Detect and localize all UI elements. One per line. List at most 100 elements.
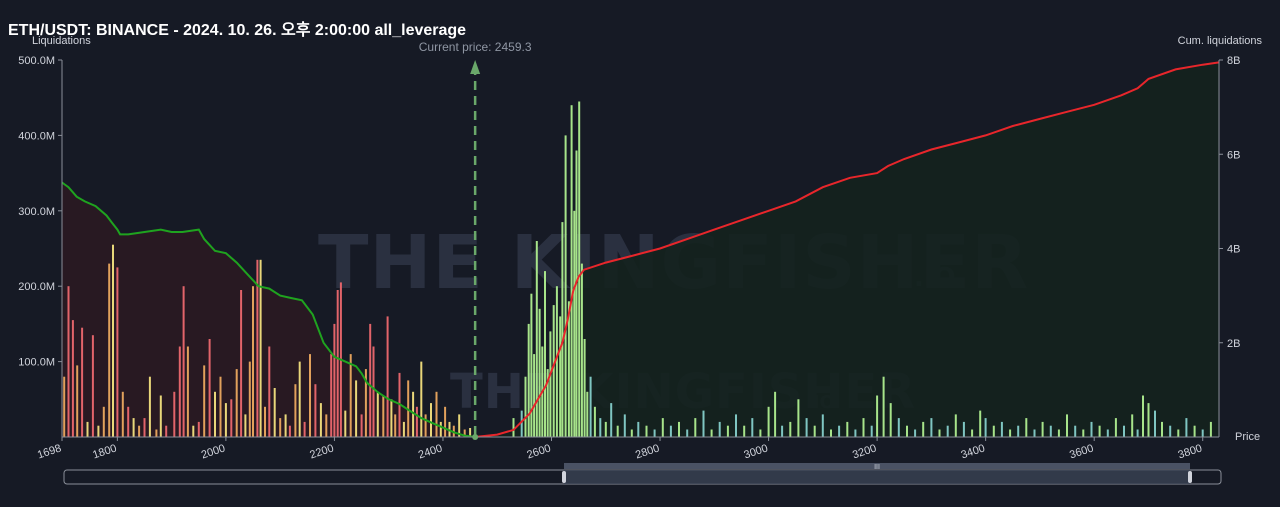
liquidation-bar xyxy=(372,346,375,437)
liquidation-bar xyxy=(992,425,995,437)
short-cum-line xyxy=(61,181,476,438)
liquidation-bar xyxy=(922,421,925,437)
liquidation-bar xyxy=(230,399,233,437)
liquidation-bar xyxy=(108,263,111,437)
liquidation-bar xyxy=(1017,425,1020,437)
liquidation-bar xyxy=(984,418,987,437)
liquidation-bar xyxy=(549,331,552,437)
liquidation-bar xyxy=(1057,429,1060,437)
y-tick-label: 400.0M xyxy=(18,130,55,142)
liquidation-bar xyxy=(155,429,158,437)
zoom-scroller[interactable]: III xyxy=(63,463,1222,485)
scroller-grip[interactable]: III xyxy=(874,464,880,471)
liquidation-bar xyxy=(1147,403,1150,437)
liquidation-bar xyxy=(288,425,291,437)
liquidation-bar xyxy=(1161,421,1163,437)
liquidation-bar xyxy=(1131,414,1134,437)
liquidation-bar xyxy=(580,263,583,437)
liquidation-bar xyxy=(583,339,586,437)
liquidation-bar xyxy=(394,414,397,437)
liquidation-bar xyxy=(430,403,432,437)
liquidation-bar xyxy=(382,395,385,437)
liquidation-bar xyxy=(645,425,648,437)
liquidation-bar xyxy=(962,421,965,437)
liquidation-bar xyxy=(1142,395,1144,437)
liquidation-bar xyxy=(846,421,849,437)
liquidation-bar xyxy=(63,376,66,437)
liquidation-bar xyxy=(203,365,206,437)
liquidation-bar xyxy=(876,395,879,437)
liquidation-bar xyxy=(653,429,656,437)
liquidation-bar xyxy=(165,425,168,437)
liquidation-bar xyxy=(91,335,94,437)
liquidation-bar xyxy=(781,425,784,437)
liquidation-bar xyxy=(76,365,79,437)
liquidation-bar xyxy=(862,418,865,437)
liquidation-bar xyxy=(616,425,619,437)
liquidation-bar xyxy=(726,425,729,437)
liquidation-bar xyxy=(86,421,89,437)
liquidation-bar xyxy=(112,244,114,437)
liquidation-bar xyxy=(751,418,754,437)
current-price-label: Current price: 2459.3 xyxy=(419,40,532,54)
liquidation-bar xyxy=(469,428,472,437)
liquidation-bar xyxy=(415,406,418,437)
liquidation-bar xyxy=(208,339,211,437)
liquidation-bar xyxy=(298,361,301,437)
liquidation-bar xyxy=(1082,429,1085,437)
liquidation-bar xyxy=(197,421,200,437)
liquidation-bar xyxy=(889,403,892,437)
liquidation-bar xyxy=(336,290,339,437)
liquidation-bar xyxy=(279,418,282,437)
liquidation-bar xyxy=(897,418,900,437)
liquidation-bar xyxy=(552,305,555,437)
liquidation-bar xyxy=(1209,421,1212,437)
liquidation-bar xyxy=(360,414,363,437)
liquidation-bar xyxy=(743,425,746,437)
liquidation-bar xyxy=(524,376,527,437)
liquidation-bar xyxy=(882,376,885,437)
scroller-left-handle[interactable] xyxy=(562,471,566,483)
liquidation-bar xyxy=(930,418,933,437)
liquidation-bar xyxy=(435,391,438,437)
x-tick-label: 2400 xyxy=(417,442,444,461)
liquidation-bar xyxy=(248,361,251,437)
liquidation-bar xyxy=(349,354,352,437)
liquidation-bar xyxy=(870,425,873,437)
x-tick-label: 3400 xyxy=(960,442,987,461)
liquidation-bar xyxy=(570,105,573,437)
liquidation-bar xyxy=(1154,410,1156,437)
liquidation-bar xyxy=(797,399,800,437)
liquidation-bar xyxy=(546,369,549,437)
liquidation-bar xyxy=(1009,429,1012,437)
y2-tick-label: 2B xyxy=(1227,338,1240,350)
liquidation-bar xyxy=(355,380,358,437)
scroller-handle-bar xyxy=(564,463,1190,469)
liquidation-bar xyxy=(520,410,523,437)
liquidation-bar xyxy=(979,410,982,437)
liquidation-bar xyxy=(535,241,538,437)
liquidation-bar xyxy=(143,418,146,437)
liquidation-bar xyxy=(240,290,243,437)
x-tick-label: 1698 xyxy=(36,442,63,461)
liquidation-bar xyxy=(186,346,189,437)
liquidation-bar xyxy=(1177,429,1180,437)
liquidation-bar xyxy=(386,316,389,437)
liquidation-bar xyxy=(402,421,405,437)
liquidation-bar xyxy=(458,414,461,437)
liquidation-bar xyxy=(938,429,941,437)
liquidation-bar xyxy=(463,429,466,437)
liquidation-bar xyxy=(259,259,262,437)
y-tick-label: 500.0M xyxy=(18,55,55,67)
liquidation-bar xyxy=(678,421,680,437)
liquidation-bar xyxy=(1193,425,1196,437)
x-tick-label: 1800 xyxy=(91,442,118,461)
liquidation-bar xyxy=(830,429,832,437)
liquidation-bar xyxy=(1033,429,1036,437)
long-cum-area xyxy=(474,62,1220,438)
scroller-right-handle[interactable] xyxy=(1188,471,1192,483)
liquidation-bar xyxy=(821,414,824,437)
liquidation-bar xyxy=(1098,425,1101,437)
